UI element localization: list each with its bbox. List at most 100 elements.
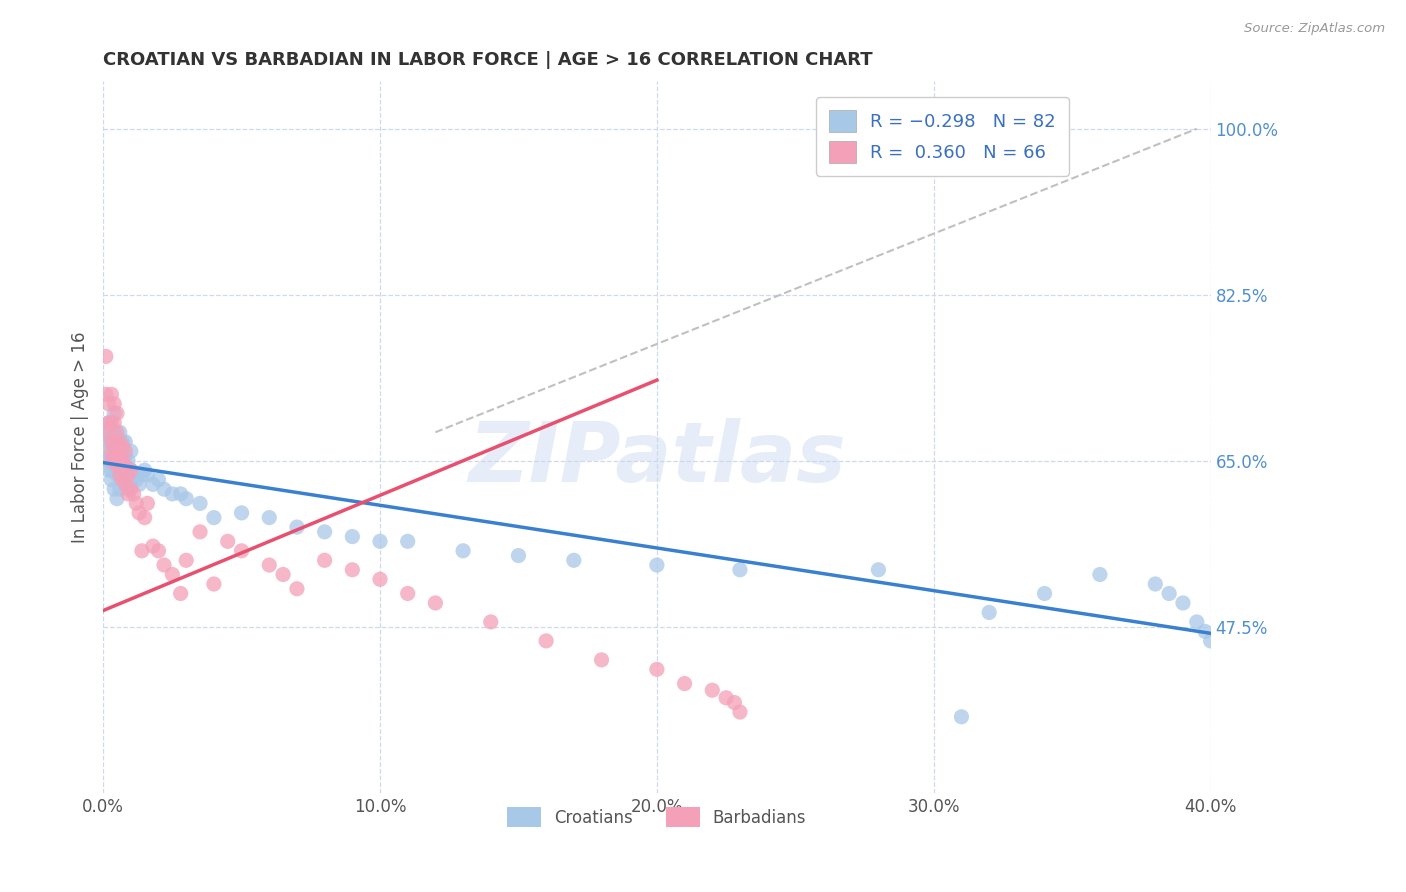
- Point: [285, 582, 308, 596]
- Text: ZIPatlas: ZIPatlas: [468, 417, 846, 499]
- Legend: Croatians, Barbadians: Croatians, Barbadians: [501, 800, 813, 834]
- Point: [1159, 586, 1181, 600]
- Point: [114, 463, 136, 477]
- Point: [108, 449, 131, 463]
- Point: [1185, 615, 1208, 629]
- Point: [169, 487, 191, 501]
- Point: [122, 487, 145, 501]
- Point: [169, 586, 191, 600]
- Point: [97, 416, 120, 430]
- Point: [136, 496, 159, 510]
- Point: [723, 696, 745, 710]
- Point: [105, 444, 128, 458]
- Point: [591, 653, 613, 667]
- Point: [111, 453, 134, 467]
- Point: [114, 458, 136, 473]
- Point: [105, 425, 128, 440]
- Point: [1199, 634, 1222, 648]
- Point: [105, 467, 128, 482]
- Point: [103, 425, 125, 440]
- Point: [114, 444, 136, 458]
- Point: [451, 543, 474, 558]
- Point: [108, 482, 131, 496]
- Point: [120, 482, 142, 496]
- Point: [562, 553, 585, 567]
- Point: [100, 434, 122, 449]
- Point: [231, 543, 253, 558]
- Point: [120, 444, 142, 458]
- Point: [105, 458, 128, 473]
- Point: [134, 463, 156, 477]
- Point: [103, 453, 125, 467]
- Point: [368, 534, 391, 549]
- Point: [94, 387, 117, 401]
- Point: [100, 434, 122, 449]
- Point: [645, 662, 668, 676]
- Point: [114, 449, 136, 463]
- Point: [108, 434, 131, 449]
- Point: [534, 634, 557, 648]
- Point: [128, 506, 150, 520]
- Point: [868, 563, 890, 577]
- Point: [342, 563, 364, 577]
- Point: [174, 491, 197, 506]
- Point: [105, 449, 128, 463]
- Point: [100, 444, 122, 458]
- Point: [108, 425, 131, 440]
- Point: [105, 444, 128, 458]
- Point: [1033, 586, 1056, 600]
- Point: [259, 510, 281, 524]
- Point: [105, 430, 128, 444]
- Point: [108, 458, 131, 473]
- Point: [202, 510, 225, 524]
- Point: [114, 477, 136, 491]
- Point: [97, 416, 120, 430]
- Point: [100, 473, 122, 487]
- Point: [114, 434, 136, 449]
- Point: [508, 549, 530, 563]
- Point: [979, 606, 1001, 620]
- Point: [105, 453, 128, 467]
- Point: [174, 553, 197, 567]
- Text: Source: ZipAtlas.com: Source: ZipAtlas.com: [1244, 22, 1385, 36]
- Point: [94, 444, 117, 458]
- Point: [103, 416, 125, 430]
- Point: [188, 524, 211, 539]
- Point: [1194, 624, 1216, 639]
- Point: [111, 473, 134, 487]
- Point: [162, 567, 184, 582]
- Point: [425, 596, 447, 610]
- Point: [100, 416, 122, 430]
- Point: [103, 440, 125, 454]
- Point: [131, 467, 153, 482]
- Point: [131, 543, 153, 558]
- Point: [103, 406, 125, 420]
- Point: [128, 477, 150, 491]
- Point: [114, 477, 136, 491]
- Point: [117, 482, 139, 496]
- Point: [111, 444, 134, 458]
- Point: [100, 449, 122, 463]
- Point: [673, 676, 696, 690]
- Point: [368, 572, 391, 586]
- Point: [97, 425, 120, 440]
- Point: [1088, 567, 1111, 582]
- Point: [103, 458, 125, 473]
- Point: [103, 397, 125, 411]
- Point: [728, 705, 751, 719]
- Point: [108, 434, 131, 449]
- Point: [108, 453, 131, 467]
- Point: [188, 496, 211, 510]
- Point: [117, 453, 139, 467]
- Point: [645, 558, 668, 572]
- Point: [714, 690, 737, 705]
- Point: [142, 539, 165, 553]
- Point: [148, 473, 170, 487]
- Point: [97, 463, 120, 477]
- Point: [217, 534, 239, 549]
- Point: [162, 487, 184, 501]
- Point: [105, 440, 128, 454]
- Point: [108, 463, 131, 477]
- Point: [105, 491, 128, 506]
- Point: [94, 425, 117, 440]
